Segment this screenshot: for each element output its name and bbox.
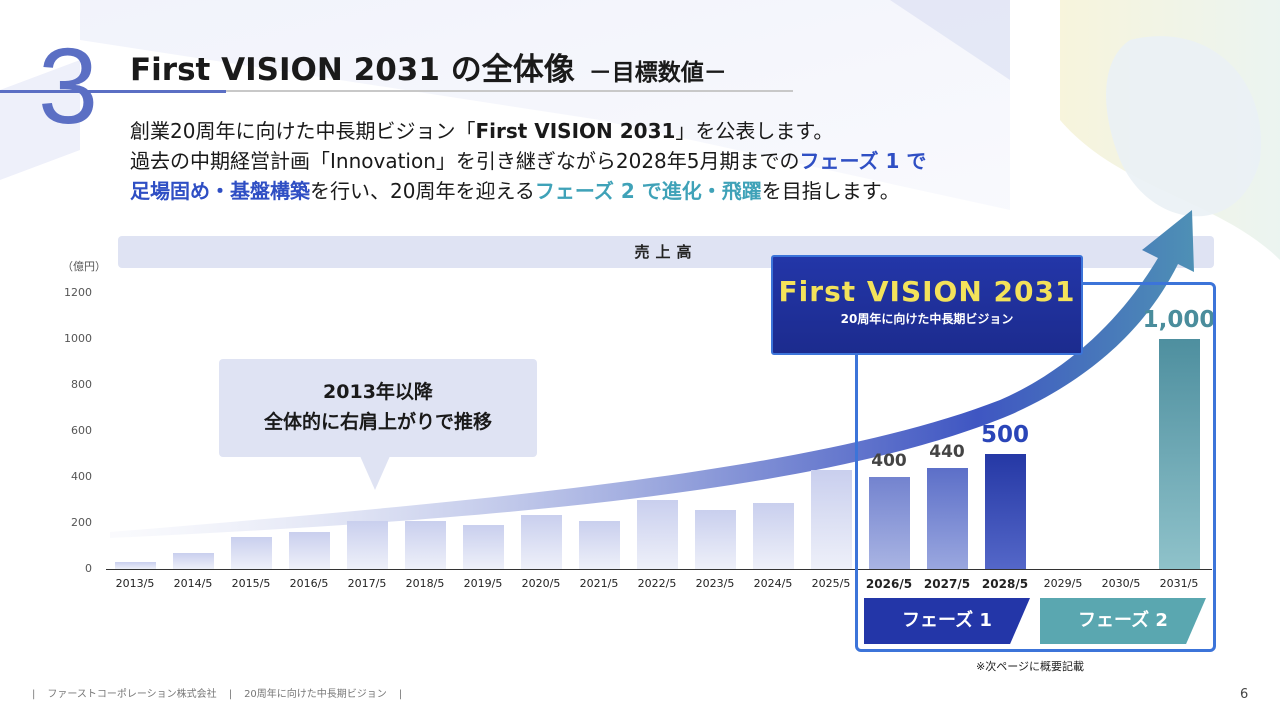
footer-doc: 20周年に向けた中長期ビジョン <box>244 689 387 700</box>
desc3-highlight-2: フェーズ 2 で進化・飛躍 <box>534 179 762 203</box>
x-tick-label: 2016/5 <box>289 577 329 590</box>
section-number: 3 <box>38 25 99 146</box>
x-tick-label: 2027/5 <box>923 577 971 591</box>
x-tick-label: 2029/5 <box>1043 577 1083 590</box>
x-tick-label: 2025/5 <box>811 577 851 590</box>
desc2-pre: 過去の中期経営計画「Innovation」を引き継ぎながら2028年5月期までの <box>130 149 800 173</box>
description-line-3: 足場固め・基盤構築を行い、20周年を迎えるフェーズ 2 で進化・飛躍を目指します… <box>130 176 926 206</box>
phase-1-badge: フェーズ 1 <box>864 598 1030 644</box>
footer-company: ファーストコーポレーション株式会社 <box>47 689 217 700</box>
bar-2018-5 <box>404 521 446 569</box>
desc3-mid: を行い、20周年を迎える <box>310 179 535 203</box>
y-tick-label: 1000 <box>64 332 92 345</box>
data-label-2027-5: 440 <box>929 441 965 462</box>
x-tick-label: 2031/5 <box>1159 577 1199 590</box>
page-subtitle: －目標数値－ <box>588 60 727 86</box>
description: 創業20周年に向けた中長期ビジョン「First VISION 2031」を公表し… <box>130 116 926 206</box>
description-line-1: 創業20周年に向けた中長期ビジョン「First VISION 2031」を公表し… <box>130 116 926 146</box>
page-title: First VISION 2031 の全体像 －目標数値－ <box>130 44 727 89</box>
bar-2015-5 <box>230 536 272 569</box>
x-tick-label: 2015/5 <box>231 577 271 590</box>
desc3-highlight-1: 足場固め・基盤構築 <box>130 179 310 203</box>
bar-2031-5 <box>1158 339 1200 569</box>
x-tick-label: 2023/5 <box>695 577 735 590</box>
desc3-post: を目指します。 <box>761 179 900 203</box>
data-label-2026-5: 400 <box>871 451 907 471</box>
x-tick-label: 2017/5 <box>347 577 387 590</box>
x-tick-label: 2013/5 <box>115 577 155 590</box>
y-tick-label: 1200 <box>64 286 92 299</box>
data-label-2028-5: 500 <box>980 422 1029 448</box>
y-tick-label: 200 <box>71 516 92 529</box>
callout-line-1: 2013年以降 <box>323 381 433 403</box>
desc2-highlight: フェーズ 1 で <box>799 149 927 173</box>
x-tick-label: 2024/5 <box>753 577 793 590</box>
callout-tail <box>360 456 390 490</box>
y-axis-unit: （億円） <box>62 260 106 273</box>
bar-2014-5 <box>172 552 214 569</box>
bar-2028-5 <box>984 454 1026 569</box>
desc1-pre: 創業20周年に向けた中長期ビジョン「 <box>130 119 476 143</box>
footer-sep-2: | <box>228 689 233 700</box>
footer-sep-3: | <box>398 689 403 700</box>
vision-banner: First VISION 2031 20周年に向けた中長期ビジョン <box>771 255 1083 355</box>
y-tick-label: 400 <box>71 470 92 483</box>
bar-2023-5 <box>694 510 736 569</box>
bar-2017-5 <box>346 520 388 569</box>
desc1-bold: First VISION 2031 <box>475 119 676 143</box>
callout-line-2: 全体的に右肩上がりで推移 <box>263 411 492 433</box>
bar-2025-5 <box>810 469 852 569</box>
bar-2024-5 <box>752 503 794 569</box>
vision-subtitle: 20周年に向けた中長期ビジョン <box>840 312 1014 326</box>
footer: | ファーストコーポレーション株式会社 | 20周年に向けた中長期ビジョン | <box>26 685 408 700</box>
chart-title: 売上高 <box>634 243 698 261</box>
trend-callout: 2013年以降 全体的に右肩上がりで推移 <box>219 359 537 457</box>
bar-2013-5 <box>114 561 156 569</box>
phase-2-badge: フェーズ 2 <box>1040 598 1206 644</box>
data-label-2031-5: 1,000 <box>1142 307 1216 333</box>
x-tick-label: 2014/5 <box>173 577 213 590</box>
title-underline <box>0 90 793 93</box>
x-axis-line <box>106 569 1212 570</box>
y-tick-label: 800 <box>71 378 92 391</box>
page-number: 6 <box>1240 687 1249 702</box>
footnote: ※次ページに概要記載 <box>976 660 1084 673</box>
x-tick-label: 2021/5 <box>579 577 619 590</box>
x-tick-label: 2018/5 <box>405 577 445 590</box>
x-tick-label: 2022/5 <box>637 577 677 590</box>
bar-2026-5 <box>868 477 910 569</box>
desc1-post: 」を公表します。 <box>675 119 834 143</box>
bar-2022-5 <box>636 499 678 569</box>
bar-2027-5 <box>926 467 968 569</box>
x-tick-label: 2020/5 <box>521 577 561 590</box>
y-tick-label: 600 <box>71 424 92 437</box>
x-tick-label: 2019/5 <box>463 577 503 590</box>
x-tick-label: 2028/5 <box>981 577 1029 591</box>
footer-sep-1: | <box>32 689 36 700</box>
bar-2021-5 <box>578 520 620 569</box>
description-line-2: 過去の中期経営計画「Innovation」を引き継ぎながら2028年5月期までの… <box>130 146 926 176</box>
x-tick-label: 2026/5 <box>865 577 913 591</box>
page-title-text: First VISION 2031 の全体像 <box>130 52 575 88</box>
bar-2019-5 <box>462 524 504 569</box>
bar-2020-5 <box>520 514 562 569</box>
y-tick-label: 0 <box>85 562 92 575</box>
bar-2016-5 <box>288 531 330 569</box>
x-tick-label: 2030/5 <box>1101 577 1141 590</box>
vision-title: First VISION 2031 <box>778 275 1076 308</box>
